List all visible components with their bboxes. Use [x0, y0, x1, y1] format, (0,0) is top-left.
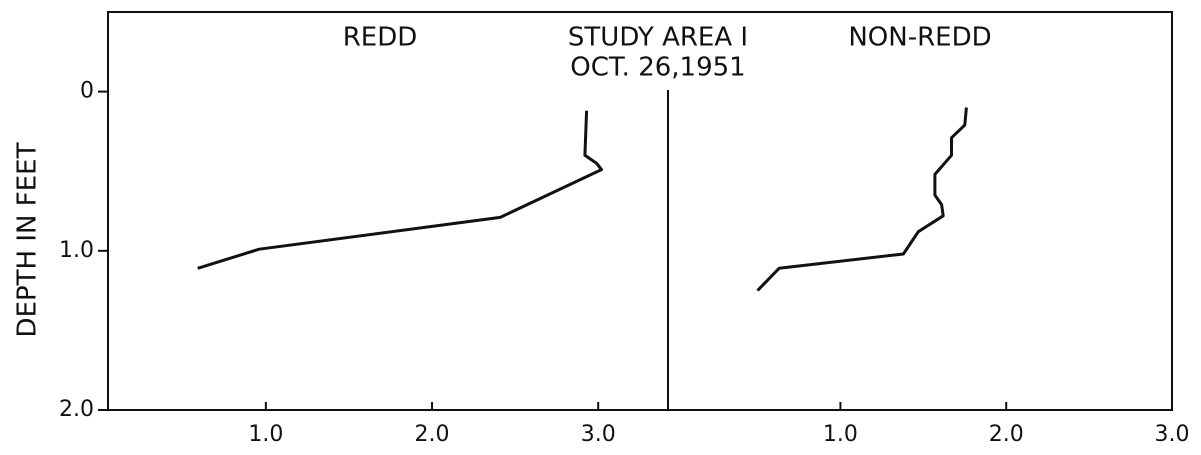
- x-tick-label: 1.0: [248, 422, 283, 447]
- y-tick-label: 1.0: [59, 238, 94, 263]
- x-tick-label: 3.0: [581, 422, 616, 447]
- y-tick-label: 0: [80, 79, 94, 104]
- profile-line: [756, 107, 968, 292]
- x-tick-label: 3.0: [1155, 422, 1190, 447]
- panel-title: REDD: [343, 23, 418, 53]
- panel-title: NON-REDD: [848, 23, 991, 53]
- plot-frame: [107, 11, 1173, 411]
- annotation: STUDY AREA I: [568, 23, 748, 53]
- x-tick-label: 2.0: [989, 422, 1024, 447]
- annotation: OCT. 26,1951: [570, 53, 745, 83]
- x-tick-label: 2.0: [415, 422, 450, 447]
- profile-line: [197, 110, 603, 270]
- y-tick-label: 2.0: [59, 397, 94, 422]
- x-tick-label: 1.0: [823, 422, 858, 447]
- y-axis-label: DEPTH IN FEET: [13, 142, 43, 337]
